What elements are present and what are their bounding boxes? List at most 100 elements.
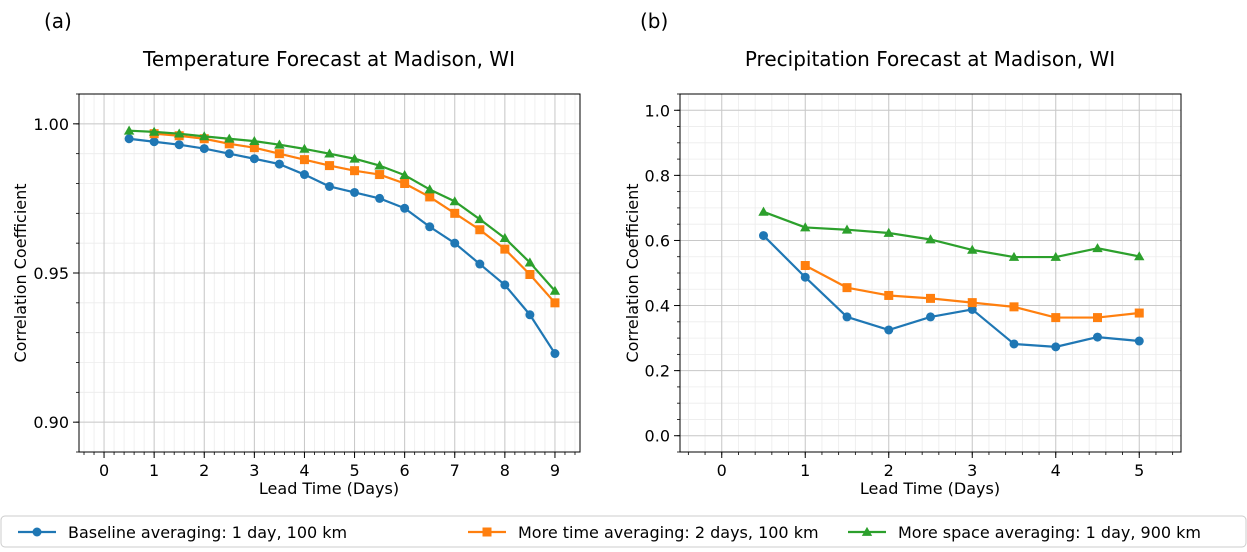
legend-marker bbox=[861, 526, 873, 536]
data-point bbox=[1050, 251, 1061, 261]
data-point bbox=[926, 312, 935, 322]
data-point bbox=[500, 244, 510, 254]
data-point bbox=[199, 144, 209, 154]
data-point bbox=[174, 140, 184, 150]
data-point bbox=[967, 298, 977, 308]
series-a-1 bbox=[124, 134, 560, 359]
x-tick-label-a: 0 bbox=[99, 461, 109, 480]
data-point bbox=[274, 149, 284, 159]
data-point bbox=[249, 154, 259, 164]
x-tick-label-a: 2 bbox=[199, 461, 209, 480]
data-point bbox=[350, 166, 360, 176]
data-point bbox=[1093, 313, 1102, 323]
data-point bbox=[449, 196, 460, 206]
x-tick-label-a: 7 bbox=[450, 461, 460, 480]
data-point bbox=[1134, 336, 1144, 346]
data-point bbox=[884, 290, 894, 300]
data-point bbox=[299, 143, 310, 153]
data-point bbox=[800, 261, 810, 271]
y-axis-label-b: Correlation Coefficient bbox=[623, 183, 642, 362]
data-point bbox=[349, 153, 360, 163]
data-point bbox=[299, 155, 309, 165]
x-tick-label-b: 5 bbox=[1134, 461, 1144, 480]
legend-item-1: Baseline averaging: 1 day, 100 km bbox=[18, 523, 347, 542]
data-point bbox=[374, 160, 385, 170]
legend-item-3: More space averaging: 1 day, 900 km bbox=[848, 523, 1201, 542]
panel-label-b: (b) bbox=[640, 9, 668, 33]
data-point bbox=[424, 184, 435, 194]
data-point bbox=[549, 285, 561, 295]
data-point bbox=[524, 257, 536, 267]
data-point bbox=[249, 143, 259, 153]
y-tick-label-b: 0.0 bbox=[645, 427, 670, 446]
data-point bbox=[324, 148, 335, 158]
data-point bbox=[842, 312, 852, 322]
data-point bbox=[274, 139, 285, 149]
plot-frame-b bbox=[679, 93, 1182, 453]
data-point bbox=[800, 272, 810, 282]
data-point bbox=[925, 234, 936, 244]
data-point bbox=[475, 225, 485, 235]
series-line bbox=[128, 137, 556, 355]
data-point bbox=[1134, 251, 1145, 261]
data-point bbox=[299, 170, 309, 180]
x-tick-label-a: 6 bbox=[400, 461, 410, 480]
data-point bbox=[375, 193, 385, 203]
x-tick-label-b: 0 bbox=[717, 461, 727, 480]
series-line bbox=[763, 210, 1140, 259]
data-point bbox=[450, 238, 460, 248]
data-point bbox=[325, 161, 334, 171]
data-point bbox=[550, 349, 560, 359]
legend-label: Baseline averaging: 1 day, 100 km bbox=[68, 523, 347, 542]
x-tick-label-b: 2 bbox=[884, 461, 894, 480]
legend: Baseline averaging: 1 day, 100 km More ti… bbox=[0, 515, 1247, 548]
data-point bbox=[174, 128, 185, 138]
y-axis-label-a: Correlation Coefficient bbox=[11, 183, 30, 362]
data-point bbox=[967, 304, 977, 314]
data-point bbox=[425, 222, 435, 232]
data-point bbox=[399, 169, 410, 180]
data-point bbox=[123, 125, 135, 135]
data-point bbox=[525, 310, 535, 320]
data-point bbox=[883, 227, 894, 237]
data-point bbox=[224, 149, 234, 159]
data-point bbox=[375, 170, 385, 180]
data-point bbox=[550, 298, 560, 308]
panel-label-a: (a) bbox=[44, 9, 72, 33]
data-point bbox=[500, 280, 510, 290]
x-tick-label-a: 5 bbox=[349, 461, 359, 480]
x-tick-label-b: 4 bbox=[1051, 461, 1061, 480]
data-point bbox=[1009, 339, 1019, 349]
data-point bbox=[499, 232, 511, 242]
data-point bbox=[350, 187, 360, 197]
plot-area-a: 0 1 2 3 4 5 6 7 8 9 0.90 0.95 1.00 bbox=[33, 93, 581, 480]
data-point bbox=[1134, 308, 1144, 318]
x-tick-label-a: 3 bbox=[249, 461, 259, 480]
y-tick-label-b: 0.4 bbox=[645, 297, 670, 316]
data-point bbox=[325, 181, 334, 191]
series-line bbox=[762, 234, 1140, 348]
data-point bbox=[224, 133, 235, 143]
data-point bbox=[1092, 243, 1103, 253]
x-tick-label-b: 1 bbox=[800, 461, 810, 480]
data-point bbox=[224, 139, 234, 149]
series-b-1 bbox=[759, 231, 1144, 352]
series-a-2 bbox=[149, 129, 560, 308]
data-point bbox=[967, 244, 978, 254]
data-point bbox=[842, 283, 852, 293]
data-point bbox=[884, 325, 894, 335]
y-tick-label-a: 0.90 bbox=[33, 413, 69, 432]
x-tick-label-a: 4 bbox=[299, 461, 309, 480]
legend-label: More time averaging: 2 days, 100 km bbox=[518, 523, 819, 542]
chart-title-b: Precipitation Forecast at Madison, WI bbox=[745, 47, 1115, 71]
data-point bbox=[475, 259, 485, 269]
x-tick-label-b: 3 bbox=[967, 461, 977, 480]
y-tick-label-b: 0.6 bbox=[645, 231, 670, 250]
plot-area-b: 0 1 2 3 4 5 0.0 0.2 0.4 0.6 0.8 1.0 bbox=[645, 93, 1182, 480]
y-tick-label-b: 0.8 bbox=[645, 166, 670, 185]
data-point bbox=[149, 137, 159, 147]
series-line bbox=[129, 129, 556, 292]
data-point bbox=[425, 192, 435, 202]
minor-grid-b bbox=[677, 93, 1181, 455]
